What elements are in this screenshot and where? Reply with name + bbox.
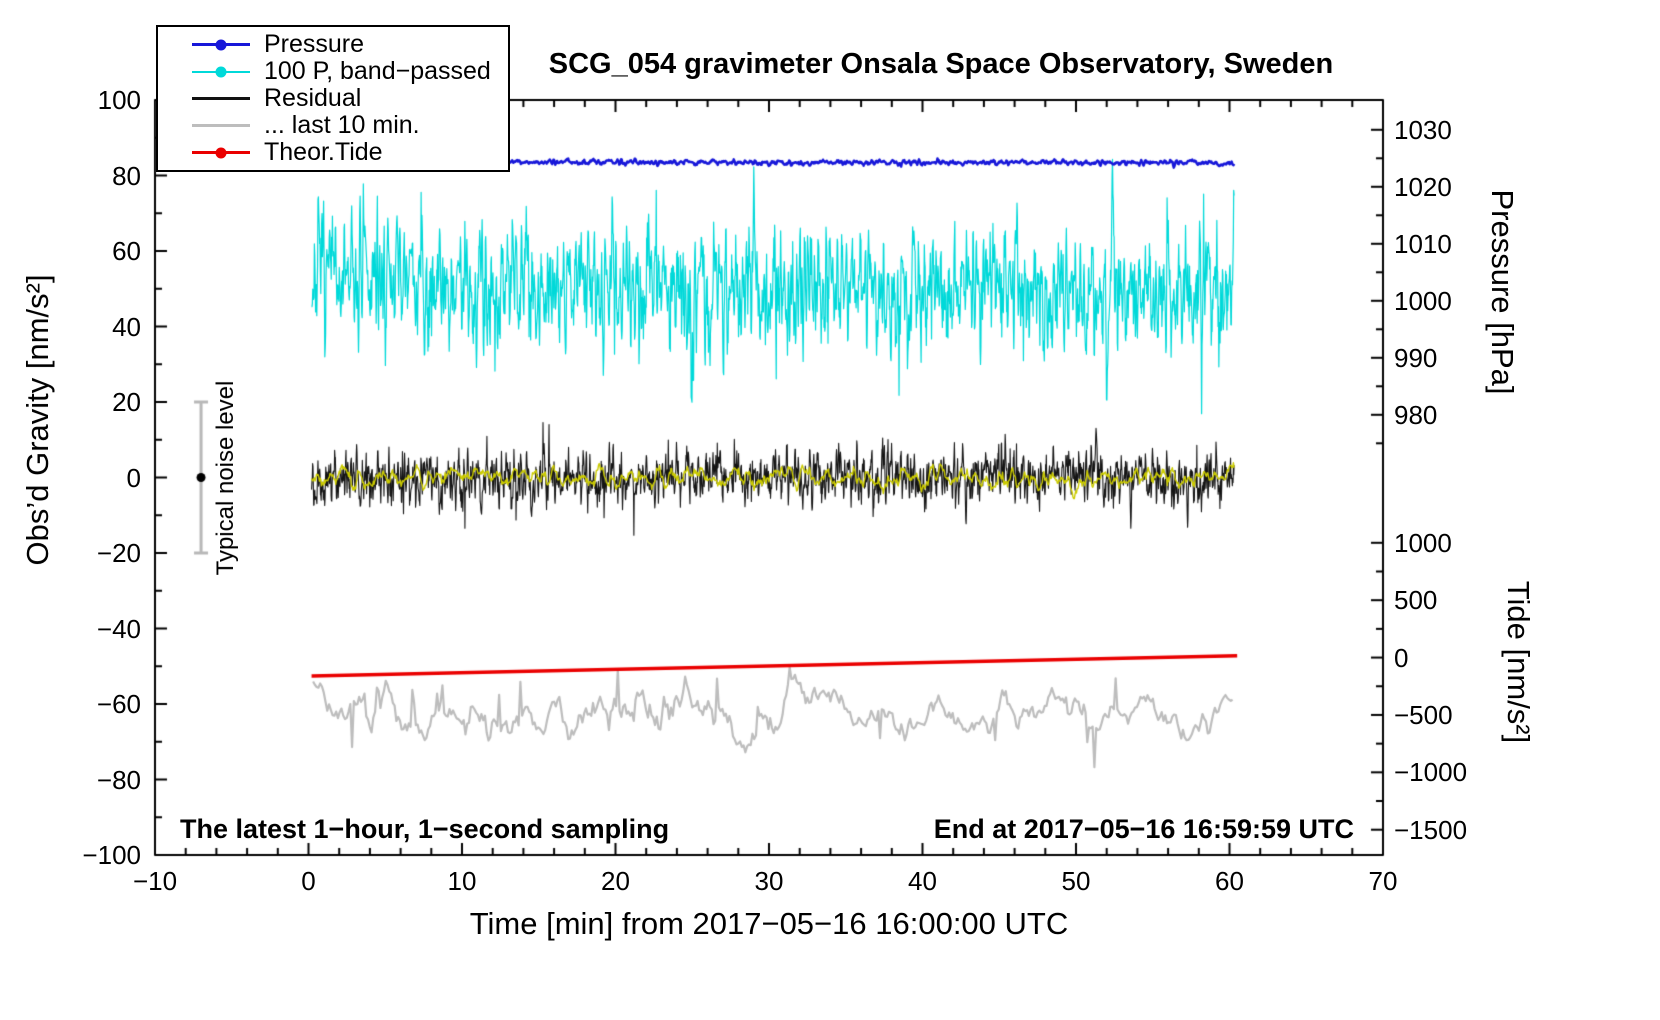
tide-tick-label: −500 <box>1394 699 1453 730</box>
legend-marker-line <box>192 39 250 50</box>
legend-item-label: Pressure <box>264 30 365 58</box>
pressure-tick-label: 980 <box>1394 399 1438 430</box>
legend-item: Pressure <box>192 30 508 58</box>
pressure-axis-label: Pressure [hPa] <box>1485 189 1520 395</box>
legend-marker-line <box>192 147 250 158</box>
gravity-tick-label: 100 <box>97 85 141 115</box>
pressure-tick-label: 1010 <box>1394 228 1452 259</box>
x-tick-label: −10 <box>132 866 178 896</box>
legend-item: Theor.Tide <box>192 138 508 166</box>
legend-item-label: ... last 10 min. <box>264 111 420 139</box>
legend-item-label: Residual <box>264 84 362 112</box>
x-tick-label: 20 <box>601 866 630 896</box>
tide-tick-label: 0 <box>1394 642 1409 673</box>
gravity-tick-label: −20 <box>96 538 141 568</box>
legend-marker-line <box>192 66 250 77</box>
legend-marker-line <box>192 124 250 127</box>
x-tick-label: 70 <box>1368 866 1398 896</box>
gravity-tick-label: 20 <box>112 387 141 417</box>
legend: Pressure 100 P, band−passed Residual... la… <box>156 25 510 172</box>
pressure-tick-label: 1000 <box>1394 285 1452 316</box>
gravity-tick-label: −60 <box>96 689 141 719</box>
legend-item: 100 P, band−passed <box>192 57 508 85</box>
legend-item-label: Theor.Tide <box>264 138 383 166</box>
gravity-tick-label: 60 <box>112 236 141 266</box>
tide-tick-label: 500 <box>1394 585 1438 616</box>
x-tick-label: 60 <box>1215 866 1244 896</box>
x-axis-label: Time [min] from 2017−05−16 16:00:00 UTC <box>469 906 1069 941</box>
noise-level-label: Typical noise level <box>212 380 239 576</box>
x-tick-label: 0 <box>301 866 316 896</box>
gravity-tick-label: 40 <box>112 311 141 342</box>
gravity-tick-label: −80 <box>96 764 141 795</box>
pressure-tick-label: 1020 <box>1394 171 1452 202</box>
chart-title: SCG_054 gravimeter Onsala Space Observat… <box>548 48 1334 80</box>
gravity-tick-label: −40 <box>96 613 141 644</box>
tide-tick-label: 1000 <box>1394 527 1452 558</box>
pressure-tick-label: 1030 <box>1394 114 1452 145</box>
gravity-tick-label: −100 <box>82 840 141 870</box>
tide-tick-label: −1500 <box>1394 814 1468 845</box>
pressure-tick-label: 990 <box>1394 342 1438 373</box>
legend-marker-dot <box>215 66 227 77</box>
tide-tick-label: −1000 <box>1394 757 1468 788</box>
legend-marker-dot <box>215 39 227 50</box>
legend-item-label: 100 P, band−passed <box>264 57 491 85</box>
legend-marker-dot <box>215 147 227 158</box>
legend-marker-line <box>192 97 250 100</box>
x-tick-label: 30 <box>754 866 784 896</box>
end-time-note: End at 2017−05−16 16:59:59 UTC <box>933 814 1354 844</box>
x-tick-label: 50 <box>1061 866 1091 896</box>
legend-item: ... last 10 min. <box>192 111 508 139</box>
x-tick-label: 10 <box>447 866 477 896</box>
gravity-tick-label: 0 <box>126 462 141 493</box>
sampling-note: The latest 1−hour, 1−second sampling <box>180 814 670 844</box>
gravity-tick-label: 80 <box>112 160 141 191</box>
tide-axis-label: Tide [nm/s²] <box>1501 580 1536 744</box>
x-tick-label: 40 <box>908 866 937 896</box>
legend-item: Residual <box>192 84 508 112</box>
